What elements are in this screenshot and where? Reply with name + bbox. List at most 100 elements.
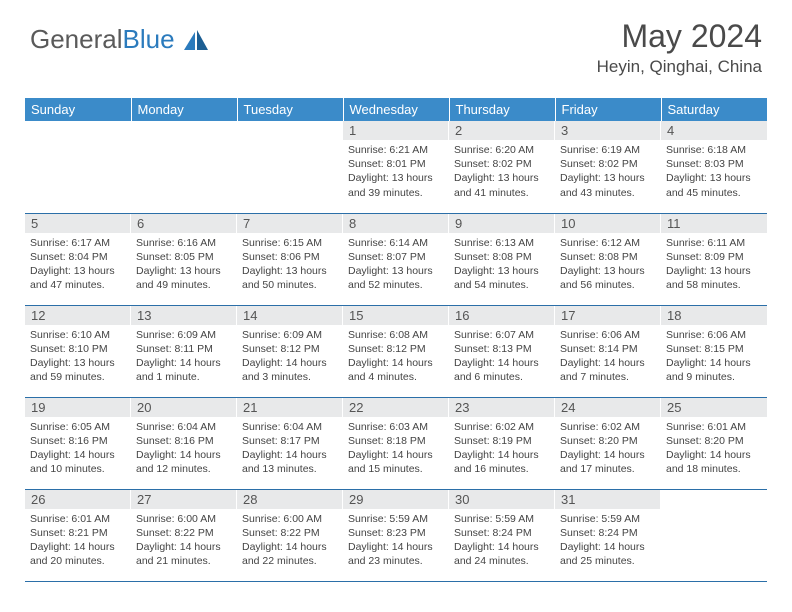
day-cell: 17Sunrise: 6:06 AMSunset: 8:14 PMDayligh… bbox=[555, 305, 661, 397]
day-line: Daylight: 14 hours bbox=[454, 540, 550, 554]
day-line: Sunrise: 6:16 AM bbox=[136, 236, 232, 250]
day-text bbox=[661, 509, 767, 516]
day-line: and 17 minutes. bbox=[560, 462, 656, 476]
day-line: and 7 minutes. bbox=[560, 370, 656, 384]
day-line: Daylight: 14 hours bbox=[30, 448, 126, 462]
logo-word2: Blue bbox=[123, 24, 175, 54]
day-line: Sunrise: 6:17 AM bbox=[30, 236, 126, 250]
day-line: Sunrise: 6:14 AM bbox=[348, 236, 444, 250]
day-cell: 9Sunrise: 6:13 AMSunset: 8:08 PMDaylight… bbox=[449, 213, 555, 305]
day-text: Sunrise: 6:16 AMSunset: 8:05 PMDaylight:… bbox=[131, 233, 237, 297]
day-line: Sunrise: 6:02 AM bbox=[560, 420, 656, 434]
day-line: Sunset: 8:05 PM bbox=[136, 250, 232, 264]
day-line: and 24 minutes. bbox=[454, 554, 550, 568]
day-cell: 22Sunrise: 6:03 AMSunset: 8:18 PMDayligh… bbox=[343, 397, 449, 489]
day-line: Sunrise: 6:00 AM bbox=[136, 512, 232, 526]
day-text: Sunrise: 6:01 AMSunset: 8:20 PMDaylight:… bbox=[661, 417, 767, 481]
day-line: Sunset: 8:22 PM bbox=[136, 526, 232, 540]
week-row: 26Sunrise: 6:01 AMSunset: 8:21 PMDayligh… bbox=[25, 489, 767, 581]
day-line: Daylight: 14 hours bbox=[454, 356, 550, 370]
day-cell: 20Sunrise: 6:04 AMSunset: 8:16 PMDayligh… bbox=[131, 397, 237, 489]
day-line: Daylight: 14 hours bbox=[560, 356, 656, 370]
day-number bbox=[661, 490, 767, 509]
day-line: Sunrise: 6:11 AM bbox=[666, 236, 762, 250]
day-number: 13 bbox=[131, 306, 237, 325]
day-line: Sunset: 8:22 PM bbox=[242, 526, 338, 540]
page-subtitle: Heyin, Qinghai, China bbox=[597, 57, 762, 77]
day-text: Sunrise: 5:59 AMSunset: 8:23 PMDaylight:… bbox=[343, 509, 449, 573]
day-number: 11 bbox=[661, 214, 767, 233]
day-number: 29 bbox=[343, 490, 449, 509]
day-text: Sunrise: 6:18 AMSunset: 8:03 PMDaylight:… bbox=[661, 140, 767, 204]
day-text: Sunrise: 6:01 AMSunset: 8:21 PMDaylight:… bbox=[25, 509, 131, 573]
day-text: Sunrise: 6:06 AMSunset: 8:14 PMDaylight:… bbox=[555, 325, 661, 389]
day-line: Sunrise: 6:04 AM bbox=[136, 420, 232, 434]
day-line: Sunset: 8:18 PM bbox=[348, 434, 444, 448]
day-cell bbox=[25, 121, 131, 213]
day-line: and 50 minutes. bbox=[242, 278, 338, 292]
day-cell: 27Sunrise: 6:00 AMSunset: 8:22 PMDayligh… bbox=[131, 489, 237, 581]
week-row: 12Sunrise: 6:10 AMSunset: 8:10 PMDayligh… bbox=[25, 305, 767, 397]
day-line: Daylight: 14 hours bbox=[348, 540, 444, 554]
col-saturday: Saturday bbox=[661, 98, 767, 121]
day-text: Sunrise: 6:02 AMSunset: 8:19 PMDaylight:… bbox=[449, 417, 555, 481]
day-number: 7 bbox=[237, 214, 343, 233]
day-line: and 43 minutes. bbox=[560, 186, 656, 200]
day-number: 20 bbox=[131, 398, 237, 417]
day-cell: 1Sunrise: 6:21 AMSunset: 8:01 PMDaylight… bbox=[343, 121, 449, 213]
title-block: May 2024 Heyin, Qinghai, China bbox=[597, 18, 762, 77]
day-line: Daylight: 14 hours bbox=[666, 448, 762, 462]
logo: GeneralBlue bbox=[30, 24, 208, 57]
day-cell: 25Sunrise: 6:01 AMSunset: 8:20 PMDayligh… bbox=[661, 397, 767, 489]
day-line: Sunrise: 5:59 AM bbox=[560, 512, 656, 526]
day-line: Daylight: 13 hours bbox=[454, 264, 550, 278]
day-text: Sunrise: 6:00 AMSunset: 8:22 PMDaylight:… bbox=[237, 509, 343, 573]
day-line: Sunset: 8:12 PM bbox=[242, 342, 338, 356]
day-number: 23 bbox=[449, 398, 555, 417]
day-number bbox=[237, 121, 343, 140]
col-tuesday: Tuesday bbox=[237, 98, 343, 121]
day-line: Sunrise: 6:09 AM bbox=[242, 328, 338, 342]
day-cell: 29Sunrise: 5:59 AMSunset: 8:23 PMDayligh… bbox=[343, 489, 449, 581]
day-line: Daylight: 13 hours bbox=[666, 171, 762, 185]
day-number: 31 bbox=[555, 490, 661, 509]
day-text: Sunrise: 6:09 AMSunset: 8:12 PMDaylight:… bbox=[237, 325, 343, 389]
day-line: Sunrise: 6:09 AM bbox=[136, 328, 232, 342]
day-line: Sunset: 8:01 PM bbox=[348, 157, 444, 171]
day-text: Sunrise: 6:05 AMSunset: 8:16 PMDaylight:… bbox=[25, 417, 131, 481]
day-text: Sunrise: 6:21 AMSunset: 8:01 PMDaylight:… bbox=[343, 140, 449, 204]
day-line: and 58 minutes. bbox=[666, 278, 762, 292]
calendar-body: 1Sunrise: 6:21 AMSunset: 8:01 PMDaylight… bbox=[25, 121, 767, 581]
col-thursday: Thursday bbox=[449, 98, 555, 121]
day-number: 22 bbox=[343, 398, 449, 417]
day-line: Sunset: 8:02 PM bbox=[560, 157, 656, 171]
day-number: 2 bbox=[449, 121, 555, 140]
day-line: Daylight: 14 hours bbox=[242, 356, 338, 370]
day-line: Daylight: 13 hours bbox=[242, 264, 338, 278]
day-line: and 13 minutes. bbox=[242, 462, 338, 476]
day-line: and 1 minute. bbox=[136, 370, 232, 384]
day-line: Sunrise: 6:07 AM bbox=[454, 328, 550, 342]
day-line: Sunset: 8:20 PM bbox=[560, 434, 656, 448]
day-number: 16 bbox=[449, 306, 555, 325]
day-line: Daylight: 13 hours bbox=[560, 264, 656, 278]
day-line: and 20 minutes. bbox=[30, 554, 126, 568]
header-row: Sunday Monday Tuesday Wednesday Thursday… bbox=[25, 98, 767, 121]
day-text: Sunrise: 6:12 AMSunset: 8:08 PMDaylight:… bbox=[555, 233, 661, 297]
day-line: Daylight: 14 hours bbox=[136, 356, 232, 370]
day-number: 4 bbox=[661, 121, 767, 140]
day-line: Sunrise: 6:10 AM bbox=[30, 328, 126, 342]
day-line: Sunset: 8:16 PM bbox=[30, 434, 126, 448]
day-text: Sunrise: 6:20 AMSunset: 8:02 PMDaylight:… bbox=[449, 140, 555, 204]
day-number: 12 bbox=[25, 306, 131, 325]
day-cell: 11Sunrise: 6:11 AMSunset: 8:09 PMDayligh… bbox=[661, 213, 767, 305]
day-number: 5 bbox=[25, 214, 131, 233]
day-cell bbox=[237, 121, 343, 213]
day-line: Sunrise: 6:06 AM bbox=[666, 328, 762, 342]
day-line: Daylight: 13 hours bbox=[454, 171, 550, 185]
day-line: Daylight: 14 hours bbox=[348, 448, 444, 462]
day-cell: 4Sunrise: 6:18 AMSunset: 8:03 PMDaylight… bbox=[661, 121, 767, 213]
day-line: and 54 minutes. bbox=[454, 278, 550, 292]
day-number: 14 bbox=[237, 306, 343, 325]
day-line: Daylight: 13 hours bbox=[666, 264, 762, 278]
